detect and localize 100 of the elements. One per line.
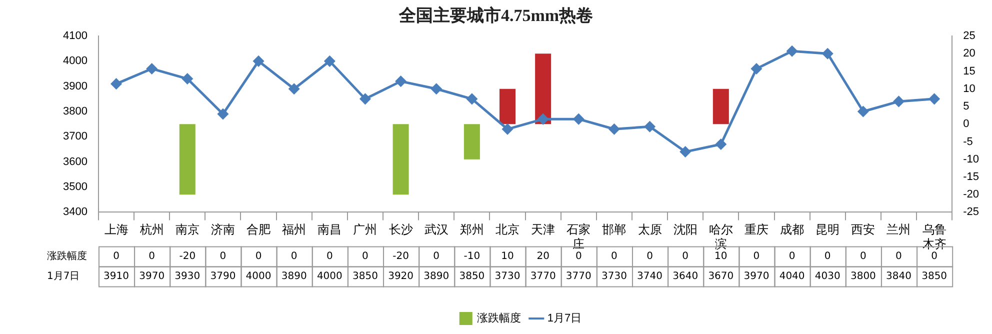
point <box>894 96 904 107</box>
x-tick-label: 福州 <box>282 222 306 237</box>
bar <box>392 124 409 195</box>
data-label: 0 <box>824 250 831 262</box>
data-label: 0 <box>753 250 760 262</box>
point <box>786 46 798 56</box>
data-label: 3730 <box>494 270 520 282</box>
data-label: 4040 <box>779 270 805 282</box>
x-tick-label: 西安 <box>851 222 876 237</box>
y-tick-label: 4000 <box>62 55 88 68</box>
data-label: 20 <box>536 250 550 262</box>
point <box>396 76 406 87</box>
data-label: 0 <box>896 250 902 262</box>
x-tick-label: 南昌 <box>318 222 342 237</box>
point <box>146 63 158 74</box>
y2-tick-label: 0 <box>963 118 970 130</box>
data-label: 3890 <box>424 270 450 282</box>
data-label: 3890 <box>281 270 307 282</box>
chart-title: 全国主要城市4.75mm热卷 <box>398 5 594 27</box>
y2-tick-label: 15 <box>963 65 976 78</box>
x-tick-label: 济南 <box>210 222 235 237</box>
data-label: 0 <box>220 250 226 262</box>
data-label: 3910 <box>104 270 129 282</box>
data-label: 3800 <box>850 270 876 282</box>
x-tick-label: 杭州 <box>138 222 164 237</box>
x-tick-label: 哈尔滨 <box>708 222 733 252</box>
bar <box>464 124 480 160</box>
data-label: 0 <box>682 250 689 262</box>
x-tick-label: 石家庄 <box>566 222 591 252</box>
data-label: 3770 <box>530 270 556 282</box>
point <box>182 74 193 84</box>
data-label: 0 <box>575 250 582 262</box>
y2-tick-label: 20 <box>963 48 976 60</box>
data-label: -10 <box>464 250 480 262</box>
point <box>502 124 513 134</box>
data-label: -20 <box>392 250 409 262</box>
data-label: 3850 <box>352 270 378 282</box>
y-tick-label: 3500 <box>62 181 88 194</box>
point <box>751 63 762 74</box>
data-label: 3730 <box>601 270 627 282</box>
bar <box>712 88 729 124</box>
x-tick-label: 武汉 <box>424 222 448 237</box>
bar <box>535 54 552 124</box>
data-label: 3640 <box>672 270 698 282</box>
point <box>716 138 726 150</box>
x-tick-label: 成都 <box>780 222 804 237</box>
point <box>573 114 584 124</box>
legend-label: 1月7日 <box>547 312 582 325</box>
y2-tick-label: 5 <box>963 100 970 113</box>
bar <box>500 88 516 124</box>
y2-tick-label: -25 <box>963 206 980 218</box>
y2-tick-label: -15 <box>963 170 980 183</box>
y2-tick-label: 10 <box>963 82 976 95</box>
x-tick-label: 合肥 <box>246 222 271 237</box>
data-label: 3930 <box>174 270 200 282</box>
point <box>929 94 940 104</box>
x-tick-label: 南京 <box>175 222 200 237</box>
x-tick-label: 上海 <box>104 222 128 237</box>
x-tick-label: 沈阳 <box>673 222 698 237</box>
y-tick-label: 3800 <box>62 106 88 118</box>
data-label: 0 <box>788 250 796 262</box>
data-label: 0 <box>113 250 120 262</box>
x-tick-label: 北京 <box>496 222 520 237</box>
y-tick-label: 3400 <box>62 206 88 218</box>
x-tick-label: 天津 <box>531 222 556 237</box>
y2-tick-label: -20 <box>963 188 980 201</box>
text: 1月7日 <box>47 270 80 282</box>
y-tick-label: 3700 <box>62 130 88 143</box>
x-tick-label: 重庆 <box>744 222 768 237</box>
data-label: 3970 <box>744 270 770 282</box>
point <box>218 108 228 120</box>
x-tick-label: 兰州 <box>886 222 911 237</box>
data-label: 0 <box>433 250 440 262</box>
point <box>680 146 691 158</box>
data-label: 4000 <box>246 270 272 282</box>
y2-tick-label: 25 <box>963 30 976 42</box>
y2-tick-label: -10 <box>963 153 980 166</box>
y-tick-label: 3600 <box>62 156 88 168</box>
point <box>360 94 370 104</box>
data-label: 0 <box>646 250 653 262</box>
bar <box>179 124 196 195</box>
data-label: 3850 <box>459 270 485 282</box>
data-label: 3920 <box>388 270 414 282</box>
data-label: 4000 <box>316 270 342 282</box>
x-tick-label: 邯郸 <box>602 222 626 237</box>
point <box>466 94 478 104</box>
data-label: 0 <box>255 250 262 262</box>
legend-label: 涨跌幅度 <box>476 312 521 325</box>
x-tick-label: 广州 <box>353 222 378 237</box>
data-label: 3740 <box>637 270 662 282</box>
point <box>822 48 833 59</box>
text: 涨跌幅度 <box>47 250 87 262</box>
point <box>858 106 868 117</box>
point <box>644 121 656 132</box>
point <box>324 56 335 66</box>
y-tick-label: 4100 <box>62 30 88 42</box>
point <box>538 114 548 124</box>
point <box>253 56 264 66</box>
x-tick-label: 郑州 <box>460 222 484 237</box>
point <box>431 84 442 94</box>
